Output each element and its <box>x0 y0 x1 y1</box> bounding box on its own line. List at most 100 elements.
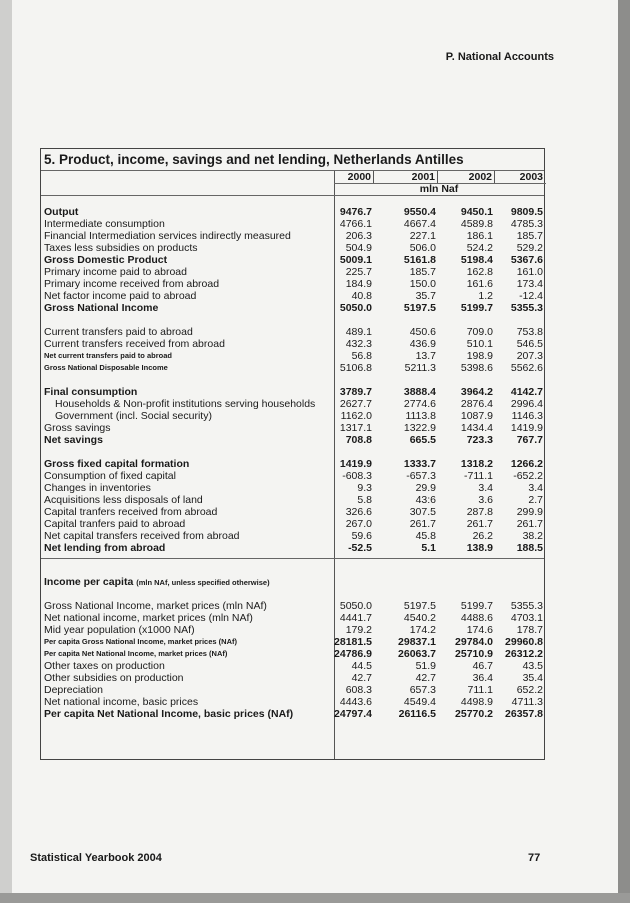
row-label: Output <box>44 206 79 218</box>
cell-value-2000: 206.3 <box>345 230 372 242</box>
cell-value-2000: 5050.0 <box>339 302 372 314</box>
cell-value-2002: 1434.4 <box>460 422 493 434</box>
column-divider <box>334 171 335 759</box>
table-row: Per capita Net National Income, market p… <box>41 648 544 660</box>
cell-value-2001: 5161.8 <box>403 254 436 266</box>
table-row: Net lending from abroad -52.5 5.1 138.9 188.… <box>41 542 544 554</box>
cell-value-2000: 267.0 <box>345 518 372 530</box>
cell-value-2000: 4441.7 <box>339 612 372 624</box>
cell-value-2000: -608.3 <box>342 470 372 482</box>
cell-value-2000: 44.5 <box>351 660 372 672</box>
cell-value-2003: 1146.3 <box>511 410 543 422</box>
cell-value-2002: 1318.2 <box>460 458 493 470</box>
cell-value-2000: 2627.7 <box>339 398 372 410</box>
table-row: Gross Domestic Product 5009.1 5161.8 5198.4… <box>41 254 544 266</box>
divider <box>334 183 546 184</box>
table-row: Depreciation 608.3 657.3 711.1 652.2 <box>41 684 544 696</box>
row-label: Other subsidies on production <box>44 672 184 684</box>
cell-value-2001: 26116.5 <box>398 708 436 720</box>
cell-value-2003: 26357.8 <box>505 708 543 720</box>
table-row: Changes in inventories 9.3 29.9 3.4 3.4 <box>41 482 544 494</box>
table-row: Other subsidies on production 42.7 42.7 36.… <box>41 672 544 684</box>
row-label: Net capital transfers received from abro… <box>44 530 240 542</box>
table-row: Other taxes on production 44.5 51.9 46.7 43.… <box>41 660 544 672</box>
table-row: Net factor income paid to abroad 40.8 35.7… <box>41 290 544 302</box>
cell-value-2002: 4589.8 <box>460 218 493 230</box>
row-label: Net national income, basic prices <box>44 696 199 708</box>
cell-value-2001: 9550.4 <box>403 206 436 218</box>
row-label: Capital tranfers paid to abroad <box>44 518 186 530</box>
cell-value-2003: 5355.3 <box>510 600 543 612</box>
per-capita-heading: Income per capita (mln NAf, unless speci… <box>41 576 544 588</box>
row-label: Net current transfers paid to abroad <box>44 351 172 360</box>
cell-value-2002: 4488.6 <box>460 612 493 624</box>
row-label: Final consumption <box>44 386 138 398</box>
table-row: Per capita Gross National Income, market… <box>41 636 544 648</box>
table-row: Net current transfers paid to abroad 56.8… <box>41 350 544 362</box>
cell-value-2003: 5355.3 <box>510 302 543 314</box>
cell-value-2000: 432.3 <box>345 338 372 350</box>
cell-value-2002: 29784.0 <box>455 636 493 648</box>
cell-value-2001: 51.9 <box>415 660 436 672</box>
cell-value-2000: 5.8 <box>357 494 372 506</box>
cell-value-2001: 42.7 <box>415 672 436 684</box>
cell-value-2000: 24797.4 <box>334 708 372 720</box>
cell-value-2000: 608.3 <box>345 684 372 696</box>
cell-value-2003: 767.7 <box>516 434 543 446</box>
cell-value-2000: 42.7 <box>351 672 372 684</box>
cell-value-2003: 5562.6 <box>510 362 543 374</box>
cell-value-2002: 161.6 <box>466 278 493 290</box>
table-row: Current transfers received from abroad 43… <box>41 338 544 350</box>
cell-value-2003: 299.9 <box>516 506 543 518</box>
row-label: Other taxes on production <box>44 660 165 672</box>
cell-value-2002: 3964.2 <box>460 386 493 398</box>
table-row: Current transfers paid to abroad 489.1 450… <box>41 326 544 338</box>
row-label: Financial Intermediation services indire… <box>44 230 291 242</box>
cell-value-2001: 2774.6 <box>403 398 436 410</box>
cell-value-2001: 35.7 <box>415 290 436 302</box>
cell-value-2003: 38.2 <box>522 530 543 542</box>
cell-value-2002: 4498.9 <box>460 696 493 708</box>
cell-value-2000: 326.6 <box>345 506 372 518</box>
cell-value-2002: 723.3 <box>466 434 493 446</box>
page-bottom-edge <box>0 893 630 903</box>
cell-value-2001: 1333.7 <box>403 458 436 470</box>
cell-value-2001: 174.2 <box>409 624 436 636</box>
row-label: Gross savings <box>44 422 111 434</box>
table-row: Primary income paid to abroad 225.7 185.7 1… <box>41 266 544 278</box>
cell-value-2003: 1419.9 <box>510 422 543 434</box>
cell-value-2003: 185.7 <box>516 230 543 242</box>
cell-value-2001: -657.3 <box>406 470 436 482</box>
cell-value-2000: 225.7 <box>345 266 372 278</box>
cell-value-2003: 9809.5 <box>510 206 543 218</box>
cell-value-2001: 1113.8 <box>405 410 436 422</box>
cell-value-2003: 29960.8 <box>505 636 543 648</box>
cell-value-2001: 227.1 <box>409 230 436 242</box>
cell-value-2001: 26063.7 <box>398 648 436 660</box>
cell-value-2000: 9476.7 <box>339 206 372 218</box>
cell-value-2001: 665.5 <box>409 434 436 446</box>
cell-value-2003: 4703.1 <box>510 612 543 624</box>
row-label: Capital tranfers received from abroad <box>44 506 218 518</box>
cell-value-2000: 4766.1 <box>339 218 372 230</box>
cell-value-2002: 46.7 <box>472 660 493 672</box>
cell-value-2003: 188.5 <box>516 542 543 554</box>
table-row: Net savings 708.8 665.5 723.3 767.7 <box>41 434 544 446</box>
heading-note: (mln NAf, unless specified otherwise) <box>136 578 270 587</box>
cell-value-2000: 5009.1 <box>339 254 372 266</box>
row-label: Per capita Net National Income, market p… <box>44 649 228 658</box>
cell-value-2003: 5367.6 <box>510 254 543 266</box>
cell-value-2003: 546.5 <box>516 338 543 350</box>
cell-value-2002: 709.0 <box>466 326 493 338</box>
year-header-cell: 2002 <box>438 171 495 183</box>
row-label: Acquisitions less disposals of land <box>44 494 203 506</box>
heading-text: Income per capita <box>44 576 134 588</box>
cell-value-2000: 1162.0 <box>340 410 372 422</box>
page <box>12 0 618 895</box>
row-label: Current transfers paid to abroad <box>44 326 193 338</box>
cell-value-2001: 1322.9 <box>403 422 436 434</box>
year-header-cell: 2001 <box>374 171 438 183</box>
cell-value-2001: 150.0 <box>409 278 436 290</box>
year-header-cell: 2003 <box>519 171 543 183</box>
cell-value-2001: 5211.3 <box>404 362 436 374</box>
